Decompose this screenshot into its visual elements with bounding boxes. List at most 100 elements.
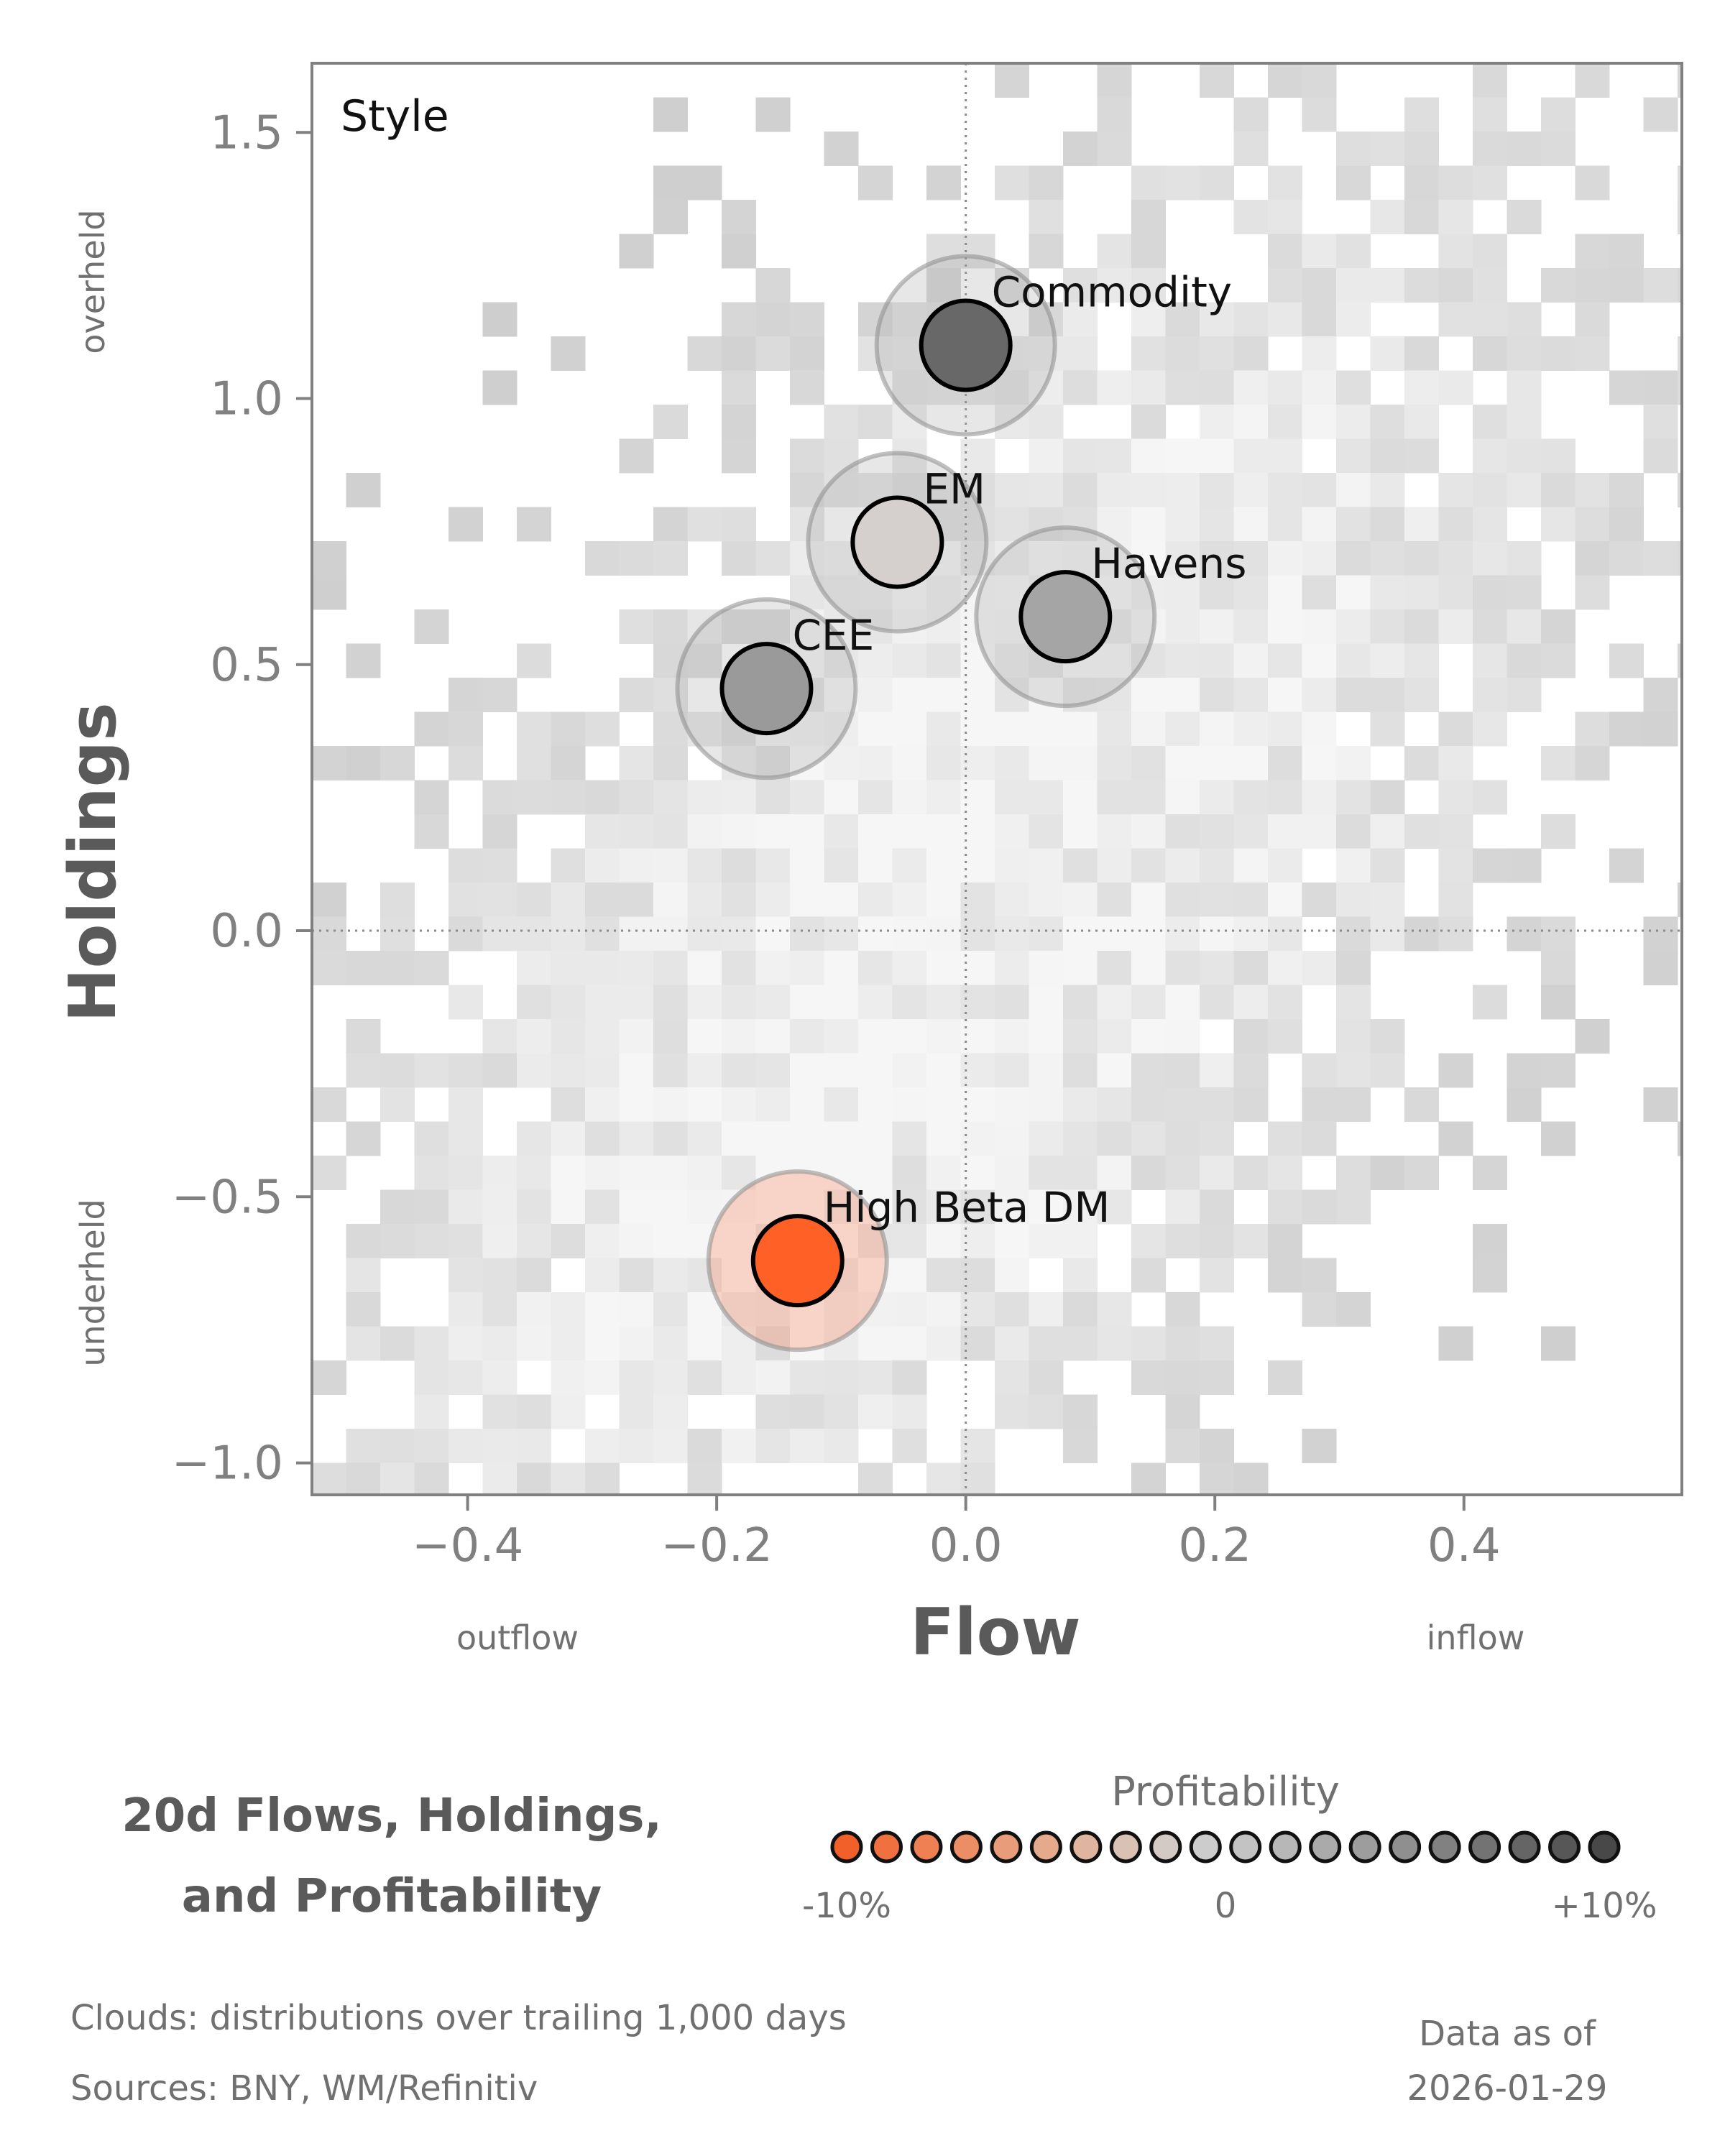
cloud-cell [1643, 951, 1678, 985]
cloud-cell [585, 1360, 620, 1395]
cloud-cell [517, 985, 551, 1020]
cloud-cell [448, 1429, 483, 1463]
cloud-cell [1404, 438, 1439, 474]
legend-swatch [990, 1830, 1023, 1864]
cloud-cell [1678, 63, 1682, 98]
cloud-cell [824, 405, 859, 439]
cloud-cell [482, 1326, 518, 1361]
cloud-cell [346, 951, 381, 985]
y-axis-title: Holdings [55, 702, 131, 1022]
cloud-cell [1575, 541, 1610, 576]
cloud-cell [653, 1258, 688, 1293]
cloud-cell [653, 780, 688, 815]
cloud-cell [926, 1462, 961, 1495]
data-as-of-label: Data as of [1419, 2014, 1596, 2054]
cloud-cell [619, 985, 654, 1020]
cloud-cell [824, 1429, 859, 1463]
cloud-cell [1200, 165, 1234, 201]
cloud-cell [551, 1224, 586, 1258]
cloud-cell [1609, 507, 1644, 542]
cloud-cell [1506, 1053, 1542, 1088]
cloud-cell [312, 1360, 346, 1395]
cloud-cell [482, 1258, 518, 1293]
legend-swatch [1348, 1830, 1381, 1864]
cloud-cell [790, 883, 824, 917]
cloud-cell [1336, 814, 1371, 849]
cloud-cell [1200, 643, 1234, 678]
cloud-cell [1200, 814, 1234, 849]
cloud-cell [619, 814, 654, 849]
cloud-cell [448, 1224, 483, 1258]
cloud-cell [1029, 883, 1064, 917]
cloud-cell [892, 985, 927, 1020]
cloud-cell [1370, 678, 1405, 712]
cloud-cell [346, 1224, 381, 1258]
cloud-cell [824, 951, 859, 985]
cloud-cell [1029, 711, 1064, 747]
cloud-cell [858, 746, 893, 780]
cloud-cell [448, 1258, 483, 1293]
cloud-cell [1370, 1019, 1405, 1054]
cloud-cell [1575, 234, 1610, 269]
cloud-cell [551, 1053, 586, 1088]
cloud-cell [926, 1292, 961, 1327]
cloud-cell [1131, 1360, 1166, 1395]
x-tick-label: −0.4 [412, 1519, 523, 1572]
cloud-cell [585, 1292, 620, 1327]
cloud-cell [1233, 643, 1269, 678]
cloud-cell [346, 746, 381, 780]
legend-swatch [1428, 1830, 1461, 1864]
cloud-cell [1165, 165, 1200, 201]
cloud-cell [687, 1156, 722, 1190]
cloud-cell [1473, 1258, 1507, 1293]
cloud-cell [1336, 234, 1371, 269]
cloud-cell [312, 575, 346, 610]
point-havens [1018, 570, 1113, 664]
cloud-cell [1131, 609, 1166, 644]
cloud-cell [824, 1121, 859, 1156]
cloud-cell [790, 916, 824, 952]
cloud-cell [1097, 473, 1132, 507]
cloud-cell [517, 711, 551, 747]
cloud-cell [722, 234, 756, 269]
cloud-cell [1438, 1326, 1473, 1361]
cloud-cell [551, 780, 586, 815]
cloud-cell [1233, 883, 1269, 917]
cloud-cell [1131, 1224, 1166, 1258]
cloud-cell [1200, 63, 1234, 98]
cloud-cell [755, 97, 791, 132]
cloud-cell [1165, 609, 1200, 644]
cloud-cell [1200, 438, 1234, 474]
cloud-cell [380, 1462, 415, 1495]
cloud-cell [1370, 575, 1405, 610]
cloud-cell [755, 951, 791, 985]
point-label: Havens [1091, 539, 1246, 588]
cloud-cell [722, 1258, 756, 1293]
cloud-cell [1165, 473, 1200, 507]
cloud-cell [824, 1087, 859, 1122]
cloud-cell [1233, 507, 1269, 542]
cloud-cell [1473, 780, 1507, 815]
cloud-cell [653, 1019, 688, 1054]
cloud-cell [1131, 848, 1166, 883]
cloud-cell [619, 609, 654, 644]
cloud-cell [585, 1429, 620, 1463]
cloud-cell [1131, 268, 1166, 303]
cloud-cell [892, 1156, 927, 1190]
cloud-cell [1473, 985, 1507, 1020]
point-label: High Beta DM [824, 1183, 1110, 1232]
cloud-cell [1336, 916, 1371, 952]
cloud-cell [1029, 951, 1064, 985]
cloud-cell [858, 916, 893, 952]
legend-swatch [1468, 1830, 1501, 1864]
cloud-cell [1268, 951, 1302, 985]
cloud-cell [722, 1019, 756, 1054]
cloud-cell [585, 883, 620, 917]
cloud-cell [1097, 814, 1132, 849]
cloud-cell [1268, 1019, 1302, 1054]
cloud-cell [1063, 1394, 1098, 1429]
cloud-cell [687, 1326, 722, 1361]
cloud-cell [1268, 438, 1302, 474]
cloud-cell [687, 951, 722, 985]
cloud-cell [1131, 1326, 1166, 1361]
